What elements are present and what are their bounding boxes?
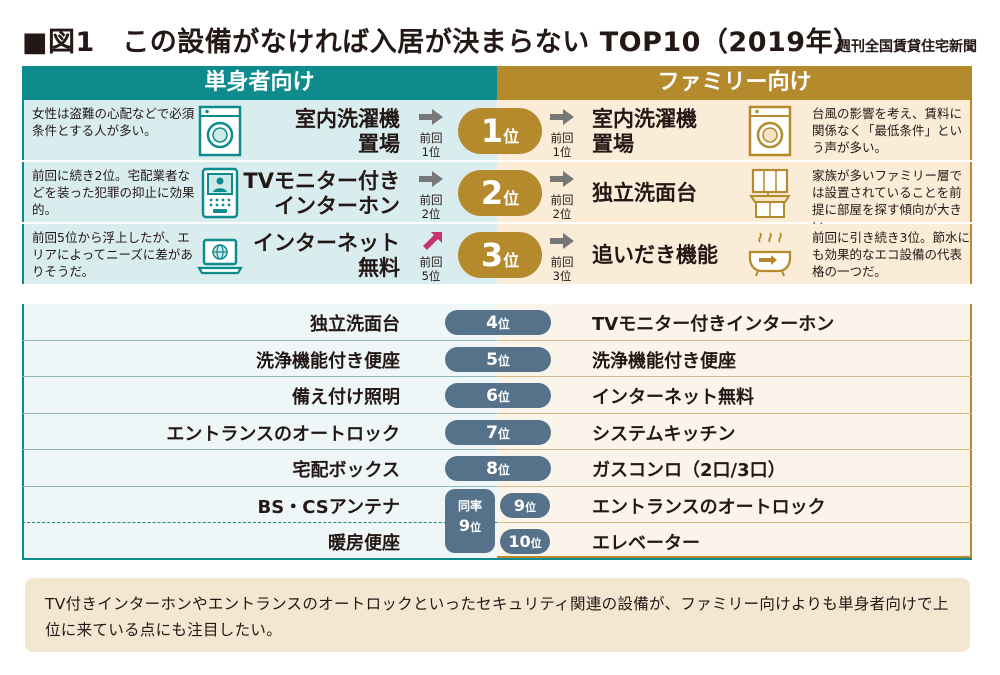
single-comment: 女性は盗難の心配などで必須条件とする人が多い。 [32, 106, 195, 138]
page-title: ■図1 この設備がなければ入居が決まらない TOP10（2019年） [22, 27, 861, 58]
single-item-name: 備え付け照明 [292, 387, 400, 408]
rank-5-row: 洗浄機能付き便座 5位 洗浄機能付き便座 [22, 340, 972, 377]
rank-4-row: 独立洗面台 4位 TVモニター付きインターホン [22, 304, 972, 341]
single-item-name: 洗浄機能付き便座 [256, 350, 400, 372]
rank-9-row: BS・CSアンテナ 9位 エントランスのオートロック [22, 486, 972, 523]
single-prev-rank: 前回 5位 [419, 255, 443, 283]
single-prev-rank: 前回 2位 [419, 193, 443, 221]
rank-1-row: 女性は盗難の心配などで必須条件とする人が多い。 室内洗濯機 置場 前回 1位 1位… [22, 100, 972, 162]
family-column-header: ファミリー向け [497, 66, 972, 100]
single-item-name: 宅配ボックス [292, 460, 400, 481]
family-item-name: 洗浄機能付き便座 [592, 350, 736, 372]
family-comment: 前回に引き続き3位。節水にも効果的なエコ設備の代表格の一つだ。 [812, 230, 970, 279]
family-item-name: インターネット無料 [592, 387, 754, 408]
footnote-box: TV付きインターホンやエントランスのオートロックといったセキュリティ関連の設備が… [25, 578, 970, 652]
rank-badge: 3位 [458, 232, 542, 278]
rank-badge: 9位 [500, 492, 550, 518]
washing-machine-icon [748, 105, 792, 157]
single-item-name: インターネット 無料 [253, 231, 400, 280]
single-item-name: BS・CSアンテナ [257, 496, 400, 518]
rank-10-row: 暖房便座 10位 エレベーター [22, 523, 972, 560]
single-column-header: 単身者向け [22, 66, 497, 100]
single-item-name: 暖房便座 [328, 533, 400, 554]
rank-badge: 8位 [445, 456, 551, 481]
source-credit: 週刊全国賃貸住宅新聞 [837, 39, 977, 55]
family-prev-rank: 前回 3位 [550, 255, 574, 283]
title-row: ■図1 この設備がなければ入居が決まらない TOP10（2019年） 週刊全国賃… [22, 20, 977, 60]
rank-badge: 10位 [500, 529, 550, 554]
rank-6-row: 備え付け照明 6位 インターネット無料 [22, 377, 972, 414]
same-arrow-icon [550, 109, 574, 125]
single-item-name: 室内洗濯機 置場 [295, 107, 400, 156]
rank-7-row: エントランスのオートロック 7位 システムキッチン [22, 413, 972, 450]
washing-machine-icon [198, 105, 242, 157]
rank-2-row: 前回に続き2位。宅配業者などを装った犯罪の抑止に効果的。 TVモニター付き イン… [22, 162, 972, 234]
tied-rank-badge: 同率 9位 [445, 489, 495, 553]
single-item-name: TVモニター付き インターホン [243, 169, 400, 218]
family-comment: 台風の影響を考え、賃料に関係なく「最低条件」という声が多い。 [812, 106, 963, 155]
rank-badge: 2位 [458, 170, 542, 216]
single-comment: 前回に続き2位。宅配業者などを装った犯罪の抑止に効果的。 [32, 168, 195, 217]
family-item-name: 追いだき機能 [592, 243, 718, 267]
same-arrow-icon [419, 171, 443, 187]
rank-badge: 5位 [445, 346, 551, 372]
ranking-table: 単身者向け ファミリー向け 女性は盗難の心配などで必須条件とする人が多い。 室内… [22, 66, 972, 560]
family-item-name: ガスコンロ（2口/3口） [592, 460, 786, 481]
family-prev-rank: 前回 2位 [550, 193, 574, 221]
rank-3-row: 前回5位から浮上したが、エリアによってニーズに差がありそうだ。 インターネット … [22, 224, 972, 286]
same-arrow-icon [419, 109, 443, 125]
up-arrow-icon [423, 232, 442, 250]
bathtub-icon [748, 232, 792, 277]
same-arrow-icon [550, 171, 574, 187]
single-item-name: 独立洗面台 [310, 314, 400, 335]
laptop-icon [197, 238, 243, 275]
rank-8-row: 宅配ボックス 8位 ガスコンロ（2口/3口） [22, 450, 972, 487]
family-item-name: エレベーター [592, 533, 700, 554]
family-item-name: システムキッチン [592, 423, 736, 445]
washbasin-icon [749, 168, 791, 218]
rank-badge: 4位 [445, 310, 551, 335]
rank-badge: 6位 [445, 383, 551, 408]
family-item-name: 独立洗面台 [592, 181, 697, 205]
same-arrow-icon [550, 233, 574, 249]
rank-badge: 1位 [458, 108, 542, 154]
family-item-name: エントランスのオートロック [592, 496, 826, 518]
rank-badge: 7位 [445, 419, 551, 445]
single-comment: 前回5位から浮上したが、エリアによってニーズに差がありそうだ。 [32, 230, 193, 279]
single-item-name: エントランスのオートロック [166, 423, 400, 445]
single-prev-rank: 前回 1位 [419, 131, 443, 159]
family-prev-rank: 前回 1位 [550, 131, 574, 159]
family-item-name: TVモニター付きインターホン [592, 314, 835, 335]
intercom-icon [201, 167, 239, 219]
family-item-name: 室内洗濯機 置場 [592, 107, 697, 156]
